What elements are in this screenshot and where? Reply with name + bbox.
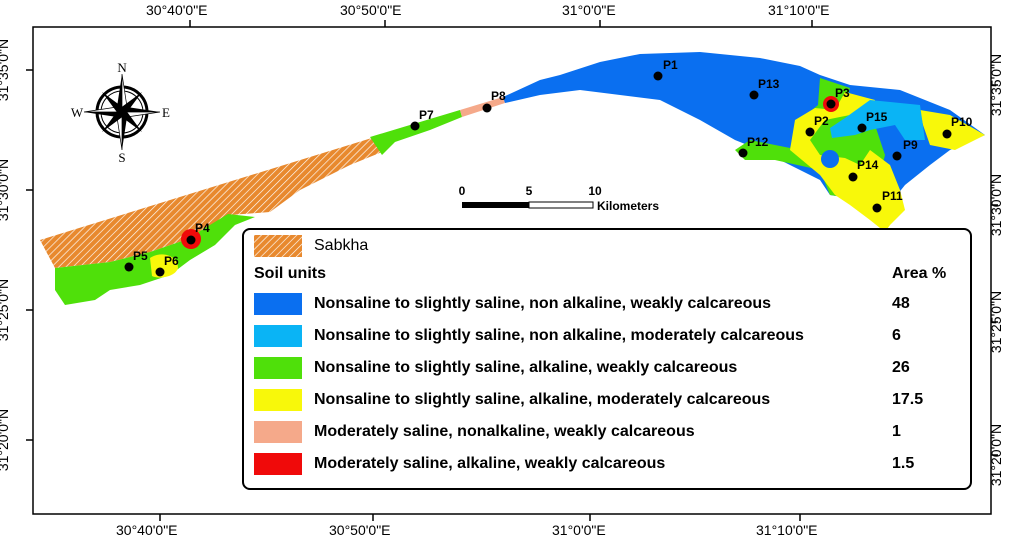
map-frame — [32, 26, 992, 515]
top-lon-label: 30°40'0"E — [146, 2, 208, 18]
sample-point-p10: P10 — [942, 115, 973, 139]
svg-text:Kilometers: Kilometers — [597, 199, 659, 213]
svg-text:P3: P3 — [835, 86, 850, 100]
legend-item-label: Nonsaline to slightly saline, alkaline, … — [314, 359, 738, 376]
legend-item-area: 17.5 — [892, 391, 924, 408]
sample-point-p9: P9 — [892, 138, 918, 161]
top-lon-label: 31°10'0"E — [768, 2, 830, 18]
soil-lightblue-p15 — [830, 100, 925, 140]
legend-swatch — [254, 453, 302, 475]
legend-swatch — [254, 357, 302, 379]
sample-point-p11: P11 — [872, 189, 903, 213]
sample-point-p8: P8 — [482, 89, 506, 113]
svg-text:P12: P12 — [747, 135, 769, 149]
sample-point-p4: P4 — [186, 221, 210, 245]
legend-item-label: Nonsaline to slightly saline, non alkali… — [314, 295, 772, 312]
svg-text:P2: P2 — [814, 114, 829, 128]
sample-point-p2: P2 — [805, 114, 829, 137]
legend-item-label: Nonsaline to slightly saline, alkaline, … — [314, 391, 771, 408]
north-arrow-icon: N S E W — [71, 60, 170, 165]
legend-sabkha: Sabkha — [254, 234, 368, 258]
legend-swatch — [254, 421, 302, 443]
sample-point-p7: P7 — [410, 108, 434, 131]
svg-text:P1: P1 — [663, 58, 678, 72]
legend-swatch — [254, 325, 302, 347]
sample-point-p3: P3 — [826, 86, 850, 109]
legend-item-area: 1.5 — [892, 455, 915, 472]
svg-text:P14: P14 — [857, 158, 879, 172]
svg-text:P13: P13 — [758, 77, 780, 91]
svg-text:P15: P15 — [866, 110, 888, 124]
svg-text:P6: P6 — [164, 254, 179, 268]
legend-item: Moderately saline, nonalkaline, weakly c… — [254, 420, 695, 444]
bottom-lon-label: 31°10'0"E — [756, 522, 818, 538]
sabkha-swatch — [254, 235, 302, 257]
legend-item-area: 26 — [892, 359, 910, 376]
left-lat-label: 31°25'0"N — [0, 278, 12, 342]
legend-item-label: Moderately saline, alkaline, weakly calc… — [314, 455, 666, 472]
right-lat-label: 31°35'0"N — [988, 53, 1005, 117]
svg-text:P9: P9 — [903, 138, 918, 152]
left-lat-label: 31°30'0"N — [0, 158, 12, 222]
legend-item-label: Nonsaline to slightly saline, non alkali… — [314, 327, 804, 344]
legend-item: Moderately saline, alkaline, weakly calc… — [254, 452, 665, 476]
svg-text:W: W — [71, 105, 84, 120]
bottom-lon-label: 30°40'0"E — [116, 522, 178, 538]
legend-item-area: 1 — [892, 423, 901, 440]
svg-text:P5: P5 — [133, 249, 148, 263]
sample-point-p1: P1 — [653, 58, 678, 81]
legend-title: Soil units — [254, 265, 326, 282]
top-lon-label: 30°50'0"E — [340, 2, 402, 18]
scale-bar: 0 5 10 Kilometers — [459, 184, 660, 213]
soil-yellow-east — [790, 92, 905, 232]
legend-item: Nonsaline to slightly saline, non alkali… — [254, 292, 771, 316]
svg-text:10: 10 — [588, 184, 602, 198]
sample-point-p14: P14 — [848, 158, 879, 182]
soil-pink-p8 — [460, 97, 505, 117]
legend-item: Nonsaline to slightly saline, alkaline, … — [254, 388, 770, 412]
svg-text:P7: P7 — [419, 108, 434, 122]
sample-point-p12: P12 — [738, 135, 769, 158]
left-lat-label: 31°35'0"N — [0, 38, 12, 102]
legend-area-header: Area % — [892, 265, 947, 282]
legend-item-area: 48 — [892, 295, 910, 312]
sample-point-p13: P13 — [749, 77, 780, 100]
soil-yellow-p10 — [920, 110, 985, 150]
legend-item: Nonsaline to slightly saline, alkaline, … — [254, 356, 737, 380]
svg-text:0: 0 — [459, 184, 466, 198]
left-lat-label: 31°20'0"N — [0, 408, 12, 472]
soil-green-p7 — [370, 110, 462, 155]
svg-text:P4: P4 — [195, 221, 210, 235]
legend: Sabkha Soil units Area % Nonsaline to sl… — [242, 228, 972, 490]
sample-point-p6: P6 — [155, 254, 179, 277]
top-lon-label: 31°0'0"E — [562, 2, 616, 18]
legend-swatch — [254, 389, 302, 411]
right-lat-label: 31°25'0"N — [988, 290, 1005, 354]
legend-item-label: Moderately saline, nonalkaline, weakly c… — [314, 423, 695, 440]
sample-point-p15: P15 — [857, 110, 888, 133]
svg-text:P8: P8 — [491, 89, 506, 103]
svg-text:E: E — [162, 105, 170, 120]
svg-text:S: S — [118, 150, 125, 165]
svg-text:5: 5 — [526, 184, 533, 198]
svg-text:P10: P10 — [951, 115, 973, 129]
svg-text:N: N — [117, 60, 127, 75]
right-lat-label: 31°30'0"N — [988, 173, 1005, 237]
sample-point-p5: P5 — [124, 249, 148, 272]
bottom-lon-label: 31°0'0"E — [552, 522, 606, 538]
sabkha-area — [40, 137, 382, 268]
svg-text:P11: P11 — [882, 189, 903, 203]
right-lat-label: 31°20'0"N — [988, 423, 1005, 487]
legend-item: Nonsaline to slightly saline, non alkali… — [254, 324, 804, 348]
bottom-lon-label: 30°50'0"E — [329, 522, 391, 538]
legend-swatch — [254, 293, 302, 315]
soil-blue-patch — [821, 150, 839, 168]
legend-sabkha-label: Sabkha — [314, 237, 369, 254]
legend-item-area: 6 — [892, 327, 901, 344]
